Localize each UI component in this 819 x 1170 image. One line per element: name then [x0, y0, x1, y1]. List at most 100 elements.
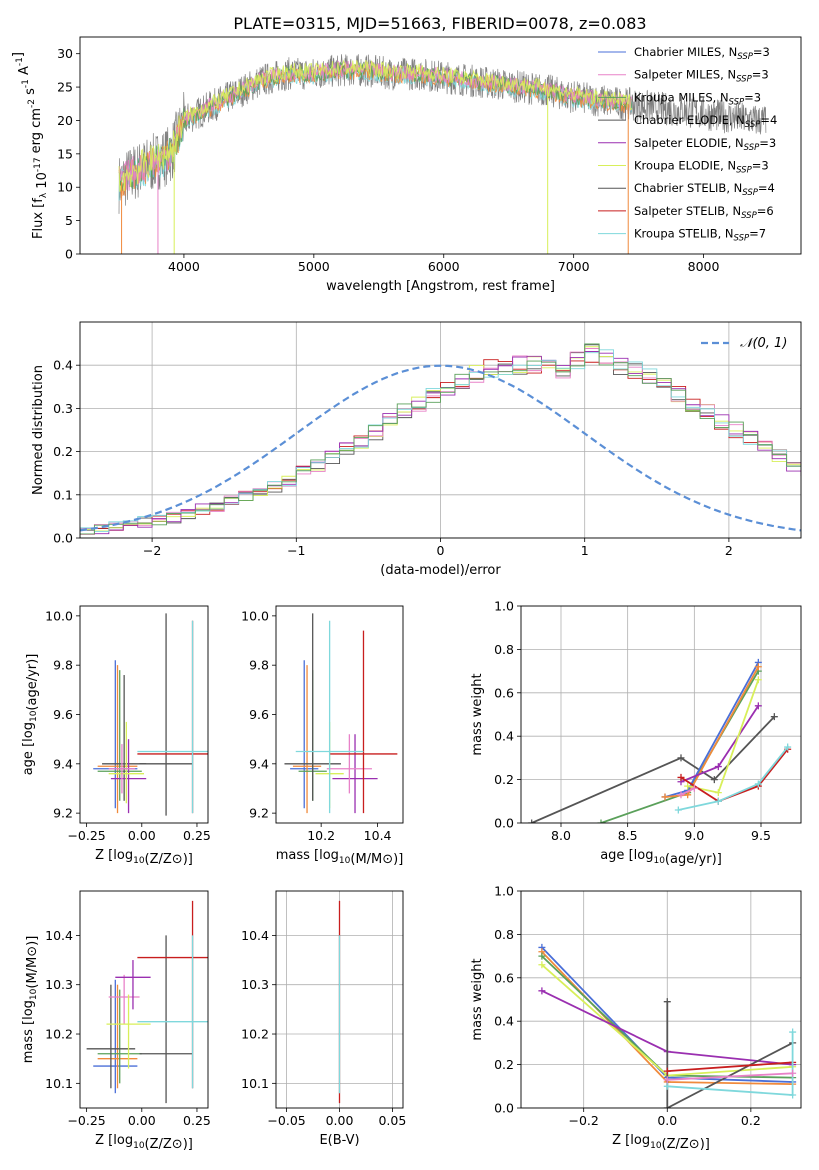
legend-label: Chabrier STELIB, NSSP=4 [634, 181, 775, 198]
histogram-step-line [80, 343, 801, 538]
x-tick-label: 0 [437, 543, 445, 558]
y-tick-label: 10.3 [45, 977, 73, 992]
data-point-marker [714, 789, 722, 797]
data-point-marker [714, 797, 722, 805]
y-tick-label: 9.8 [53, 658, 73, 673]
axes-residuals: −2 −1 0 1 2 0.0 0.1 0.2 0.3 0.4 (data-model)/error… [31, 321, 802, 578]
x-tick-label: 0.00 [128, 1113, 156, 1128]
x-tick-label: −0.25 [67, 1113, 105, 1128]
data-point-marker [754, 676, 762, 684]
legend-label: Kroupa STELIB, NSSP=7 [634, 227, 766, 244]
y-tick-label: 30 [57, 46, 73, 61]
y-tick-label: 10.2 [241, 1027, 269, 1042]
y-tick-label: 0.0 [494, 1101, 514, 1116]
y-tick-label: 10.1 [241, 1076, 269, 1091]
y-axis-label: mass [log10(M/M⊙)] [21, 936, 40, 1064]
data-point-marker [784, 743, 792, 751]
x-axis-label: E(B-V) [319, 1133, 359, 1148]
x-axis-label: (data-model)/error [380, 563, 501, 578]
axes-z_mass: −0.25 0.00 0.25 10.1 10.2 10.3 10.4 Z [log10(Z/… [21, 890, 211, 1152]
legend-label: Salpeter ELODIE, NSSP=3 [634, 136, 776, 153]
data-point-marker [663, 1067, 671, 1075]
axes-mass_age: 10.2 10.4 9.2 9.4 9.6 9.8 10.0 mass [log10(M/M⊙… [241, 605, 404, 867]
axes-frame [79, 605, 209, 824]
y-axis-label: Normed distribution [31, 365, 46, 495]
x-tick-label: 10.4 [364, 828, 392, 843]
axes-frame [79, 321, 802, 539]
plot-area [284, 613, 398, 814]
y-tick-label: 0.4 [494, 1014, 514, 1029]
model-spectrum-line [118, 59, 633, 192]
y-axis-label: age [log10(age/yr)] [21, 654, 40, 776]
x-tick-label: 0.25 [183, 1113, 211, 1128]
legend-label: Kroupa ELODIE, NSSP=3 [634, 159, 769, 176]
data-point-marker [789, 1091, 797, 1099]
y-tick-label: 25 [57, 80, 73, 95]
y-tick-label: 0.4 [53, 358, 73, 373]
y-tick-label: 10.4 [45, 928, 73, 943]
y-tick-label: 0.1 [53, 487, 73, 502]
data-point-marker [714, 763, 722, 771]
x-axis-label: wavelength [Angstrom, rest frame] [326, 279, 555, 294]
data-point-marker [754, 702, 762, 710]
data-point-marker [538, 952, 546, 960]
x-tick-label: 4000 [168, 259, 200, 274]
x-tick-label: 8.0 [551, 828, 571, 843]
x-tick-label: −1 [287, 543, 305, 558]
plot-area [118, 54, 767, 254]
x-tick-label: 6000 [428, 259, 460, 274]
x-tick-label: 7000 [558, 259, 590, 274]
y-tick-label: 1.0 [494, 884, 514, 899]
x-tick-label: 0.00 [326, 1113, 354, 1128]
data-point-marker [663, 998, 671, 1006]
y-tick-label: 9.6 [249, 707, 269, 722]
data-point-marker [690, 784, 698, 792]
y-tick-label: 0.3 [53, 401, 73, 416]
data-point-marker [661, 793, 669, 801]
data-point-marker [677, 773, 685, 781]
legend-label: Chabrier MILES, NSSP=3 [634, 45, 770, 62]
series-line [678, 746, 789, 811]
y-tick-label: 9.4 [53, 756, 73, 771]
axes-frame [79, 890, 209, 1109]
x-axis-label: Z [log10(Z/Z⊙)] [95, 848, 193, 867]
y-tick-label: 0.6 [494, 685, 514, 700]
x-tick-label: 0.05 [378, 1113, 406, 1128]
plot-area [80, 322, 801, 538]
data-point-marker [538, 987, 546, 995]
axes-spectrum: 4000 5000 6000 7000 8000 0 5 10 15 20 25 30 waveleng… [11, 36, 802, 294]
y-tick-label: 15 [57, 146, 73, 161]
y-tick-label: 0.2 [494, 1057, 514, 1072]
y-tick-label: 0.4 [494, 729, 514, 744]
y-tick-label: 10.0 [241, 608, 269, 623]
axes-frame [275, 890, 404, 1109]
figure-title: PLATE=0315, MJD=51663, FIBERID=0078, z=0… [233, 14, 646, 33]
y-tick-label: 0.8 [494, 927, 514, 942]
y-tick-label: 10.2 [45, 1027, 73, 1042]
series-line [667, 1072, 793, 1081]
legend-label: Salpeter MILES, NSSP=3 [634, 68, 769, 85]
data-point-marker [597, 819, 605, 823]
plot-area [521, 606, 801, 823]
x-axis-label: age [log10(age/yr)] [600, 848, 722, 867]
y-tick-label: 0.2 [494, 772, 514, 787]
legend-label: 𝒩(0, 1) [740, 336, 787, 351]
data-point-marker [754, 663, 762, 671]
data-point-marker [663, 1082, 671, 1090]
plot-area [521, 891, 801, 1108]
histogram-step-line [80, 349, 801, 538]
y-tick-label: 0.0 [53, 531, 73, 546]
series-line [680, 787, 695, 796]
data-point-marker [528, 819, 536, 823]
axes-frame [520, 890, 802, 1109]
x-tick-label: −0.2 [569, 1113, 599, 1128]
axes-frame [275, 605, 404, 824]
y-tick-label: 20 [57, 113, 73, 128]
axes-z_age: −0.25 0.00 0.25 9.2 9.4 9.6 9.8 10.0 Z [log10(Z/… [21, 605, 211, 867]
data-point-marker [674, 806, 682, 814]
y-tick-label: 9.2 [53, 806, 73, 821]
y-axis-label: mass weight [470, 958, 485, 1040]
data-point-marker [684, 782, 692, 790]
x-tick-label: 0.2 [741, 1113, 761, 1128]
